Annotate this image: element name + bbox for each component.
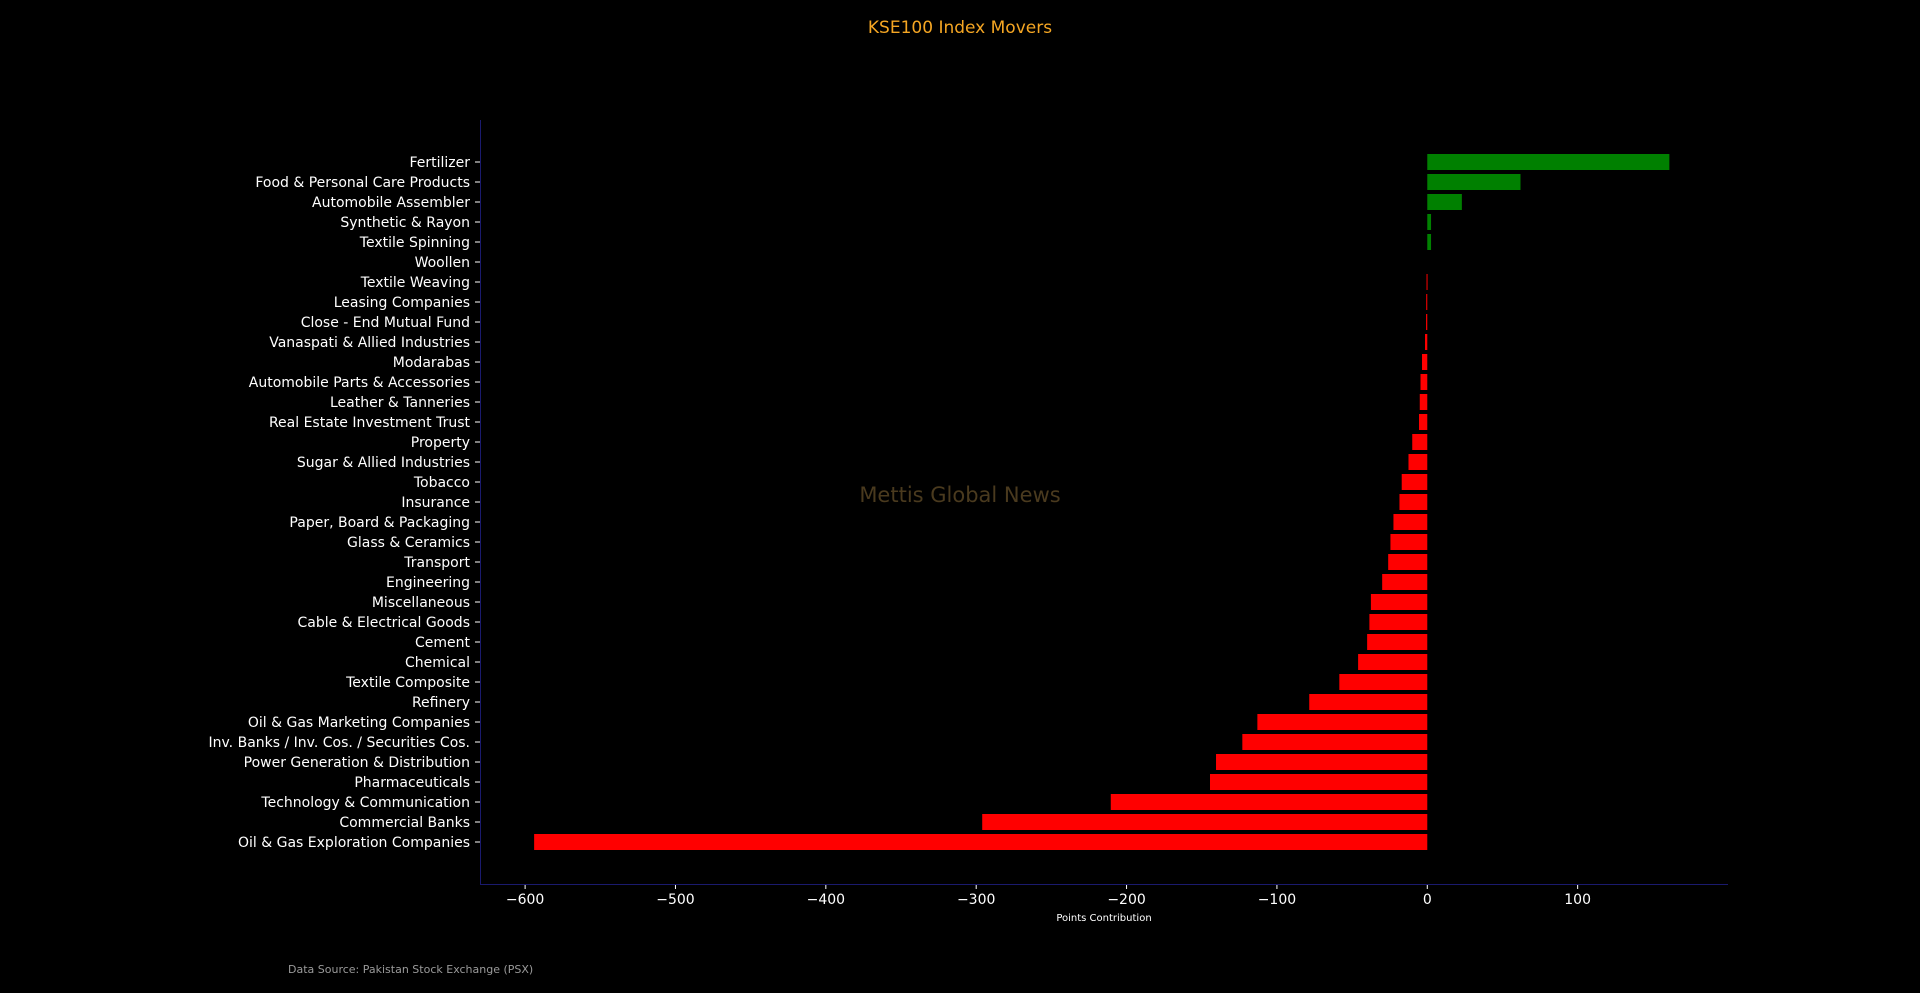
category-label: Cable & Electrical Goods <box>297 615 470 631</box>
category-label: Cement <box>415 635 471 651</box>
category-label: Textile Spinning <box>359 235 470 251</box>
bar <box>1369 614 1428 630</box>
category-labels: Fertilizer Food & Personal Care Products A… <box>208 155 480 851</box>
category-label: Commercial Banks <box>339 815 470 831</box>
category-label: Real Estate Investment Trust <box>269 415 471 431</box>
category-label: Engineering <box>386 575 470 591</box>
bar <box>1419 394 1428 410</box>
bar <box>1426 314 1428 330</box>
x-tick-label: 100 <box>1564 892 1591 908</box>
watermark: Mettis Global News <box>859 483 1060 507</box>
x-tick-label: −600 <box>506 892 544 908</box>
category-label: Power Generation & Distribution <box>244 755 470 771</box>
bar <box>1401 474 1428 490</box>
category-label: Paper, Board & Packaging <box>289 515 470 531</box>
x-axis-ticks: −600 −500 −400 −300 −200 −100 0 100 <box>506 884 1591 908</box>
bar <box>1427 214 1432 230</box>
bar <box>1427 234 1432 250</box>
bar <box>1425 334 1428 350</box>
category-label: Inv. Banks / Inv. Cos. / Securities Cos. <box>208 735 470 751</box>
bar <box>1242 734 1428 750</box>
bar <box>1412 434 1428 450</box>
bar <box>1110 794 1428 810</box>
category-label: Automobile Parts & Accessories <box>249 375 470 391</box>
category-label: Refinery <box>412 695 470 711</box>
bar <box>1358 654 1428 670</box>
bar <box>1370 594 1428 610</box>
x-tick-label: −500 <box>656 892 694 908</box>
bar <box>1390 534 1428 550</box>
bar <box>1339 674 1428 690</box>
bar <box>1210 774 1428 790</box>
bar <box>1422 354 1428 370</box>
category-label: Oil & Gas Exploration Companies <box>238 835 470 851</box>
category-label: Food & Personal Care Products <box>255 175 470 191</box>
bar <box>1426 274 1428 290</box>
category-label: Miscellaneous <box>372 595 470 611</box>
bar <box>1399 494 1428 510</box>
category-label: Vanaspati & Allied Industries <box>269 335 470 351</box>
bar <box>1257 714 1428 730</box>
bars-group <box>534 154 1670 850</box>
category-label: Tobacco <box>413 475 470 491</box>
bar <box>1408 454 1428 470</box>
category-label: Transport <box>403 555 470 571</box>
bar <box>1367 634 1428 650</box>
category-label: Oil & Gas Marketing Companies <box>248 715 470 731</box>
bar <box>1426 294 1428 310</box>
category-label: Fertilizer <box>409 155 470 171</box>
category-label: Glass & Ceramics <box>347 535 470 551</box>
category-label: Leasing Companies <box>334 295 470 311</box>
category-label: Pharmaceuticals <box>354 775 470 791</box>
category-label: Modarabas <box>393 355 470 371</box>
category-label: Chemical <box>405 655 470 671</box>
source-note: Data Source: Pakistan Stock Exchange (PS… <box>288 963 533 976</box>
category-label: Sugar & Allied Industries <box>297 455 470 471</box>
category-label: Technology & Communication <box>260 795 470 811</box>
bar <box>1420 374 1428 390</box>
chart-title: KSE100 Index Movers <box>868 18 1052 38</box>
bar <box>1427 154 1670 170</box>
bar <box>534 834 1428 850</box>
bar <box>982 814 1428 830</box>
bar <box>1427 174 1521 190</box>
category-label: Close - End Mutual Fund <box>301 315 470 331</box>
category-label: Textile Composite <box>345 675 470 691</box>
bar <box>1388 554 1428 570</box>
x-tick-label: −400 <box>807 892 845 908</box>
bar <box>1309 694 1428 710</box>
category-label: Automobile Assembler <box>312 195 470 211</box>
x-tick-label: 0 <box>1423 892 1432 908</box>
x-tick-label: −300 <box>957 892 995 908</box>
category-label: Textile Weaving <box>360 275 470 291</box>
category-label: Property <box>411 435 470 451</box>
bar <box>1216 754 1428 770</box>
category-label: Synthetic & Rayon <box>340 215 470 231</box>
x-tick-label: −200 <box>1107 892 1145 908</box>
bar <box>1393 514 1428 530</box>
bar <box>1427 194 1462 210</box>
x-axis-label: Points Contribution <box>1056 913 1151 924</box>
x-tick-label: −100 <box>1258 892 1296 908</box>
category-label: Insurance <box>401 495 470 511</box>
bar <box>1382 574 1428 590</box>
bar <box>1419 414 1428 430</box>
category-label: Leather & Tanneries <box>330 395 470 411</box>
category-label: Woollen <box>415 255 470 271</box>
